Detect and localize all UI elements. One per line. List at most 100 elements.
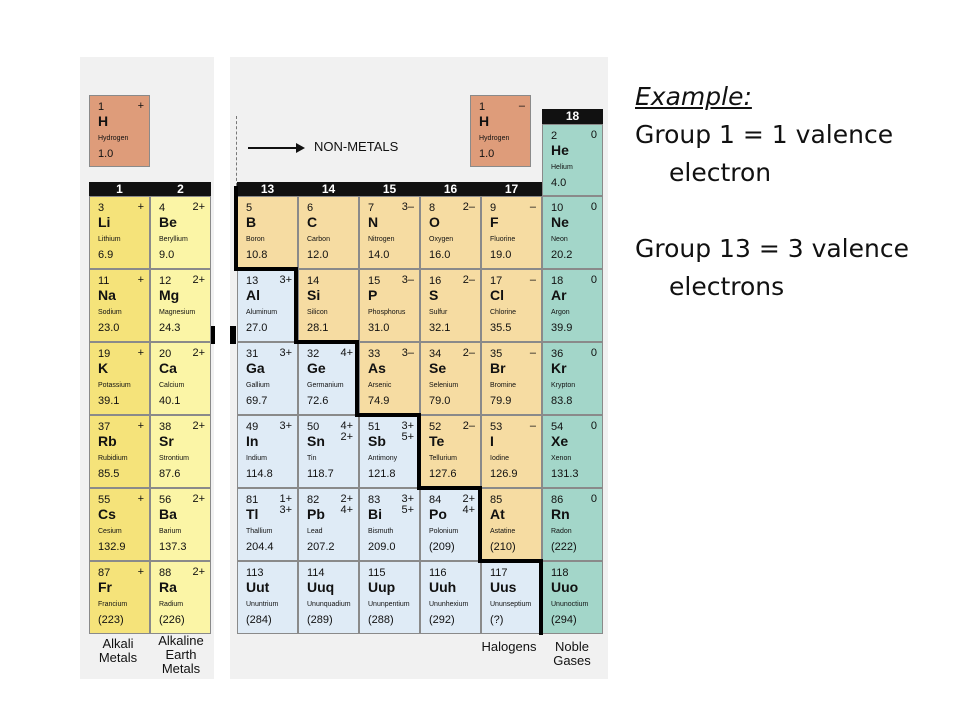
ion-charge: 3+ 5+	[401, 493, 414, 516]
ion-charge: 1+ 3+	[279, 493, 292, 516]
atomic-number: 14	[307, 275, 320, 287]
atomic-mass: 35.5	[490, 322, 512, 334]
element-cell-k: 19 + K Potassium 39.1	[89, 342, 150, 415]
element-cell-in: 49 3+ In Indium 114.8	[237, 415, 298, 488]
element-cell-ba: 56 2+ Ba Barium 137.3	[150, 488, 211, 561]
group-header-18: 18	[542, 109, 603, 124]
element-symbol: Ar	[551, 287, 567, 303]
atomic-mass: 74.9	[368, 395, 390, 407]
element-symbol: Bi	[368, 506, 382, 522]
atomic-number: 88	[159, 567, 172, 579]
ion-charge: 2+	[192, 347, 205, 359]
atomic-mass: 1.0	[98, 148, 114, 160]
element-name: Ununhexium	[429, 601, 469, 608]
atomic-number: 37	[98, 421, 111, 433]
right-arrow-icon	[248, 147, 298, 149]
metalloid-staircase-line	[355, 413, 419, 417]
atomic-mass: 85.5	[98, 468, 120, 480]
element-symbol: Na	[98, 287, 116, 303]
ion-charge: +	[137, 420, 144, 432]
atomic-mass: (288)	[368, 614, 394, 626]
ion-charge: 0	[590, 493, 597, 505]
ion-charge: 2–	[462, 201, 475, 213]
element-name: Boron	[246, 236, 265, 243]
atomic-number: 117	[490, 567, 508, 579]
atomic-mass: 39.9	[551, 322, 573, 334]
element-symbol: B	[246, 214, 257, 230]
atomic-mass: 118.7	[307, 468, 334, 480]
atomic-number: 13	[246, 275, 259, 287]
element-symbol: In	[246, 433, 259, 449]
atomic-number: 49	[246, 421, 259, 433]
element-cell-te: 52 2– Te Tellurium 127.6	[420, 415, 481, 488]
metalloid-staircase-line	[355, 340, 359, 416]
ion-charge: +	[137, 100, 144, 112]
explanation-text: Example: Group 1 = 1 valence electron Gr…	[635, 78, 950, 306]
element-name: Gallium	[246, 382, 270, 389]
element-symbol: Fr	[98, 579, 112, 595]
atomic-mass: 69.7	[246, 395, 268, 407]
element-symbol: Be	[159, 214, 177, 230]
element-cell-sr: 38 2+ Sr Strontium 87.6	[150, 415, 211, 488]
element-symbol: As	[368, 360, 386, 376]
group1-statement: Group 1 = 1 valence	[635, 120, 894, 149]
element-name: Barium	[159, 528, 182, 535]
element-cell-uus: 117 Uus Ununseptium (?)	[481, 561, 542, 634]
element-cell-h: 1 + H Hydrogen 1.0	[89, 95, 150, 167]
ion-charge: 2+ 4+	[462, 493, 475, 516]
atomic-number: 20	[159, 348, 172, 360]
element-cell-fr: 87 + Fr Francium (223)	[89, 561, 150, 634]
atomic-number: 81	[246, 494, 259, 506]
element-name: Lithium	[98, 236, 121, 243]
element-symbol: Si	[307, 287, 321, 303]
atomic-mass: 79.9	[490, 395, 512, 407]
atomic-mass: 132.9	[98, 541, 126, 553]
element-cell-po: 84 2+ 4+ Po Polonium (209)	[420, 488, 481, 561]
ion-charge: 0	[590, 347, 597, 359]
atomic-mass: 28.1	[307, 322, 329, 334]
atomic-number: 54	[551, 421, 564, 433]
element-name: Oxygen	[429, 236, 454, 243]
ion-charge: 4+	[340, 347, 353, 359]
element-symbol: Ba	[159, 506, 177, 522]
element-cell-pb: 82 2+ 4+ Pb Lead 207.2	[298, 488, 359, 561]
metalloid-staircase-line	[478, 486, 482, 563]
atomic-mass: 1.0	[479, 148, 495, 160]
group1-statement-cont: electron	[669, 158, 772, 187]
element-symbol: Ra	[159, 579, 177, 595]
element-symbol: Ga	[246, 360, 265, 376]
element-cell-i: 53 – I Iodine 126.9	[481, 415, 542, 488]
metalloid-staircase-line	[417, 486, 481, 490]
atomic-number: 4	[159, 202, 166, 214]
element-symbol: F	[490, 214, 499, 230]
element-cell-br: 35 – Br Bromine 79.9	[481, 342, 542, 415]
atomic-mass: (209)	[429, 541, 455, 553]
alkaline-earth-metals-label: Alkaline Earth Metals	[158, 633, 204, 676]
ion-charge: +	[137, 201, 144, 213]
group-header-16: 16	[420, 182, 481, 197]
ion-charge: 4+ 2+	[340, 420, 353, 443]
element-symbol: H	[479, 113, 490, 129]
element-cell-ga: 31 3+ Ga Gallium 69.7	[237, 342, 298, 415]
element-cell-c: 6 C Carbon 12.0	[298, 196, 359, 269]
element-cell-mg: 12 2+ Mg Magnesium 24.3	[150, 269, 211, 342]
element-symbol: P	[368, 287, 378, 303]
element-cell-uuq: 114 Uuq Ununquadium (289)	[298, 561, 359, 634]
atomic-mass: 121.8	[368, 468, 396, 480]
element-cell-sb: 51 3+ 5+ Sb Antimony 121.8	[359, 415, 420, 488]
atomic-number: 55	[98, 494, 111, 506]
element-cell-rb: 37 + Rb Rubidium 85.5	[89, 415, 150, 488]
element-cell-he: 2 0 He Helium 4.0	[542, 124, 603, 196]
group13-statement: Group 13 = 3 valence	[635, 234, 909, 263]
atomic-number: 11	[98, 275, 110, 287]
element-symbol: Sb	[368, 433, 386, 449]
atomic-mass: (294)	[551, 614, 577, 626]
atomic-number: 86	[551, 494, 564, 506]
atomic-mass: 79.0	[429, 395, 451, 407]
atomic-mass: 24.3	[159, 322, 181, 334]
atomic-mass: (223)	[98, 614, 124, 626]
element-cell-uuo: 118 Uuo Ununoctium (294)	[542, 561, 603, 634]
atomic-mass: (289)	[307, 614, 333, 626]
element-cell-bi: 83 3+ 5+ Bi Bismuth 209.0	[359, 488, 420, 561]
metalloid-staircase-line	[539, 559, 543, 635]
